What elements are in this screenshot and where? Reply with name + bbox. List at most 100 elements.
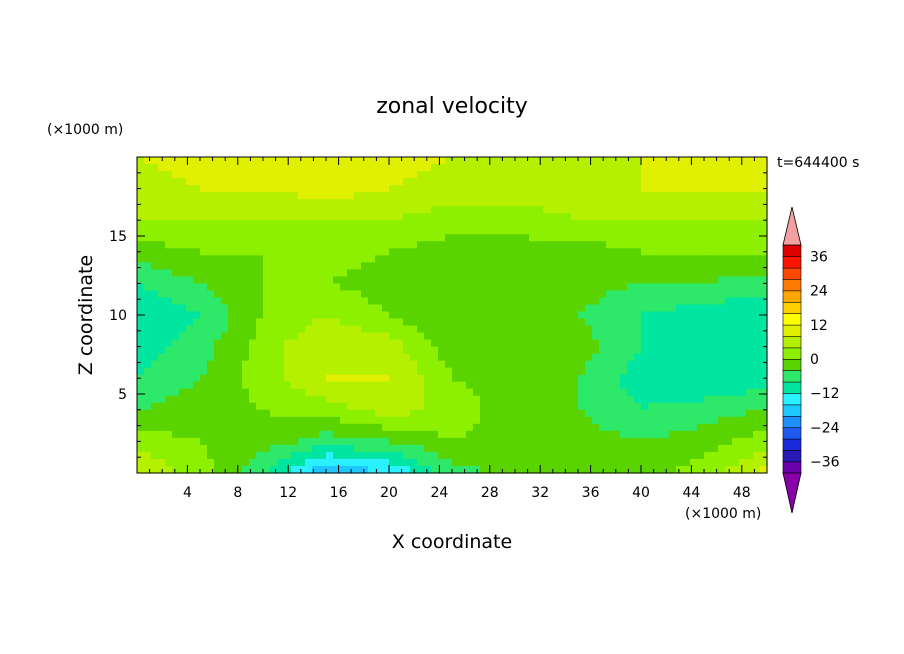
field-cell	[228, 402, 236, 411]
field-cell	[193, 248, 201, 256]
field-cell	[396, 234, 404, 242]
field-cell	[725, 283, 733, 292]
field-cell	[676, 164, 684, 172]
x-tick-label: 36	[582, 485, 600, 501]
field-cell	[242, 185, 250, 193]
field-cell	[291, 283, 299, 292]
field-cell	[214, 318, 222, 327]
field-cell	[760, 227, 768, 235]
field-cell	[634, 346, 642, 355]
field-cell	[620, 185, 628, 193]
field-cell	[592, 360, 600, 369]
field-cell	[564, 423, 572, 432]
field-cell	[620, 325, 628, 334]
field-cell	[711, 402, 719, 411]
field-cell	[270, 290, 278, 299]
field-cell	[662, 318, 670, 327]
field-cell	[515, 388, 523, 397]
field-cell	[452, 241, 460, 249]
field-cell	[389, 458, 397, 467]
field-cell	[627, 157, 635, 165]
field-cell	[473, 227, 481, 235]
field-cell	[410, 444, 418, 453]
field-cell	[676, 311, 684, 320]
field-cell	[760, 276, 768, 284]
field-cell	[193, 416, 201, 425]
field-cell	[319, 311, 327, 320]
field-cell	[746, 332, 754, 341]
field-cell	[543, 290, 551, 299]
field-cell	[704, 262, 712, 270]
field-cell	[718, 311, 726, 320]
field-cell	[263, 311, 271, 320]
field-cell	[368, 402, 376, 411]
field-cell	[277, 325, 285, 334]
field-cell	[543, 213, 551, 221]
field-cell	[305, 430, 313, 439]
field-cell	[627, 325, 635, 334]
field-cell	[690, 465, 698, 474]
field-cell	[473, 178, 481, 186]
field-cell	[186, 339, 194, 348]
field-cell	[284, 269, 292, 277]
field-cell	[473, 262, 481, 270]
field-cell	[466, 437, 474, 446]
field-cell	[585, 185, 593, 193]
field-cell	[326, 283, 334, 292]
field-cell	[732, 311, 740, 320]
field-cell	[284, 374, 292, 383]
field-cell	[410, 227, 418, 235]
field-cell	[543, 360, 551, 369]
field-cell	[571, 269, 579, 277]
field-cell	[137, 465, 145, 474]
field-cell	[662, 409, 670, 418]
field-cell	[361, 276, 369, 284]
field-cell	[487, 451, 495, 460]
field-cell	[620, 220, 628, 228]
field-cell	[753, 402, 761, 411]
field-cell	[732, 416, 740, 425]
field-cell	[417, 178, 425, 186]
field-cell	[207, 409, 215, 418]
field-cell	[571, 444, 579, 453]
field-cell	[249, 262, 257, 270]
field-cell	[452, 269, 460, 277]
field-cell	[431, 367, 439, 376]
field-cell	[634, 325, 642, 334]
field-cell	[354, 437, 362, 446]
field-cell	[445, 192, 453, 200]
field-cell	[753, 353, 761, 362]
field-cell	[158, 395, 166, 404]
field-cell	[662, 171, 670, 179]
field-cell	[662, 290, 670, 299]
field-cell	[319, 353, 327, 362]
field-cell	[522, 213, 530, 221]
field-cell	[326, 206, 334, 214]
field-cell	[319, 304, 327, 313]
field-cell	[599, 283, 607, 292]
field-cell	[648, 241, 656, 249]
field-cell	[305, 465, 313, 474]
field-cell	[312, 234, 320, 242]
field-cell	[466, 325, 474, 334]
field-cell	[550, 164, 558, 172]
field-cell	[599, 423, 607, 432]
field-cell	[599, 325, 607, 334]
field-cell	[690, 234, 698, 242]
field-cell	[410, 339, 418, 348]
x-unit-label: (×1000 m)	[685, 506, 761, 522]
field-cell	[564, 248, 572, 256]
field-cell	[438, 283, 446, 292]
field-cell	[494, 283, 502, 292]
field-cell	[487, 290, 495, 299]
field-cell	[361, 388, 369, 397]
field-cell	[634, 360, 642, 369]
field-cell	[522, 304, 530, 313]
field-cell	[431, 206, 439, 214]
field-cell	[599, 164, 607, 172]
field-cell	[361, 255, 369, 263]
field-cell	[172, 248, 180, 256]
field-cell	[158, 213, 166, 221]
field-cell	[676, 297, 684, 306]
x-tick-label: 8	[233, 485, 242, 501]
